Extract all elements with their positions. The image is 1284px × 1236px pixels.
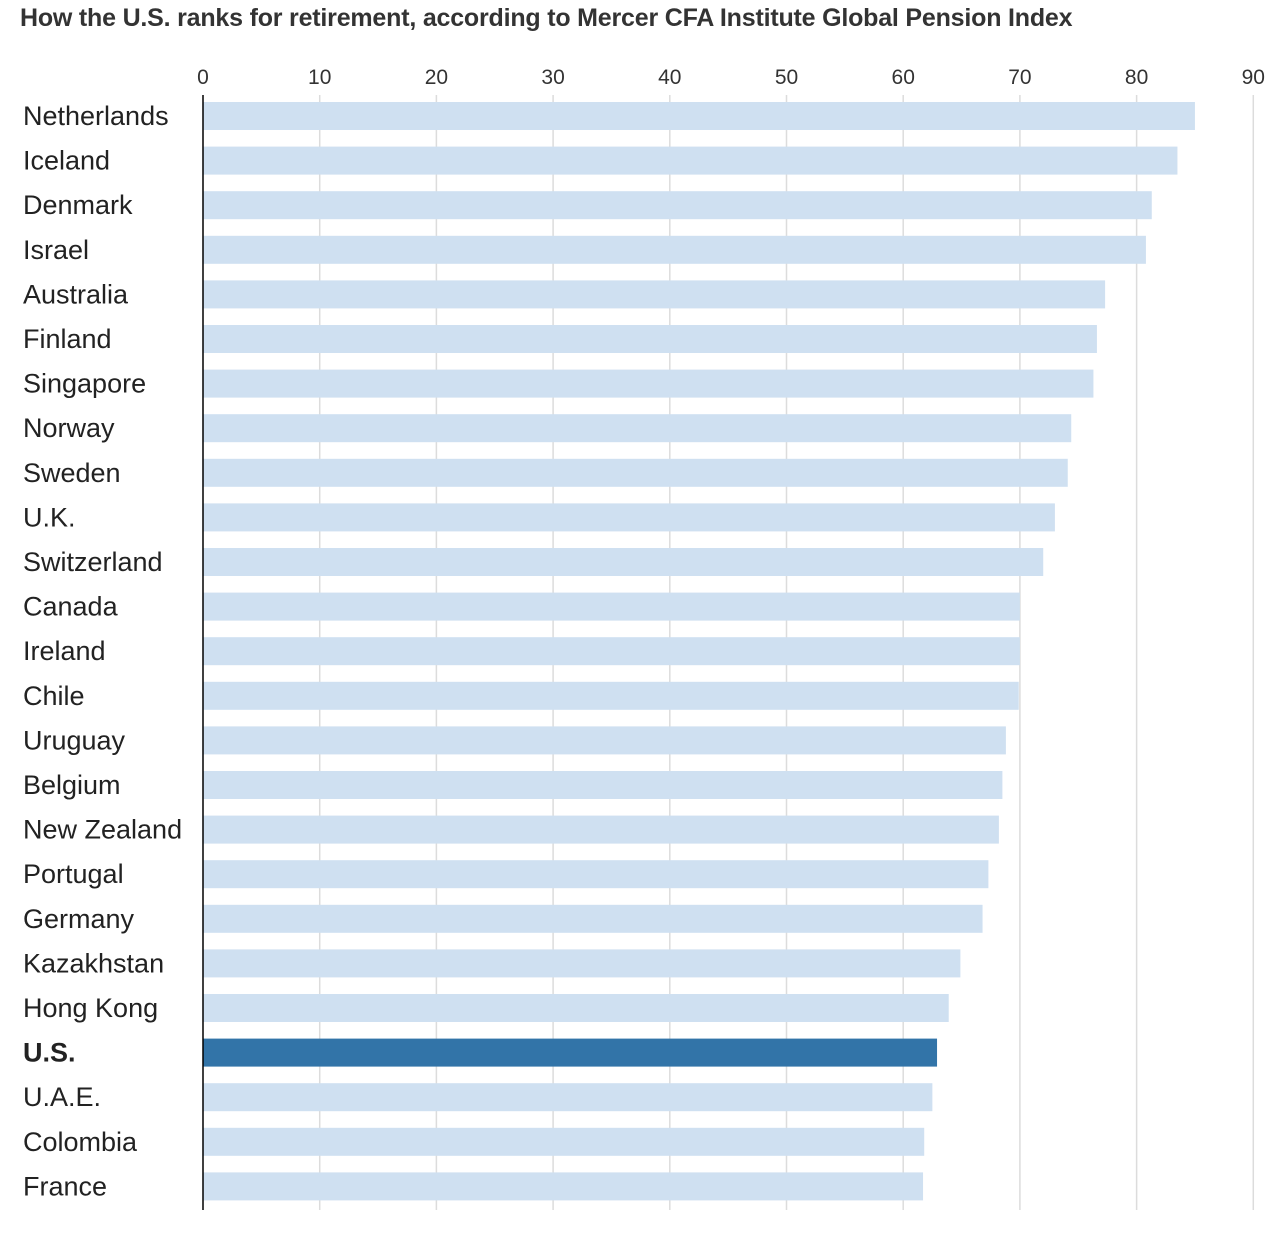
bar-kazakhstan	[203, 949, 961, 978]
category-label-belgium: Belgium	[23, 770, 121, 800]
bar-norway	[203, 414, 1072, 443]
x-tick-label-70: 70	[1008, 66, 1031, 89]
category-label-ireland: Ireland	[23, 636, 106, 666]
x-tick-label-30: 30	[541, 66, 564, 89]
category-label-sweden: Sweden	[23, 458, 121, 488]
bar-switzerland	[203, 548, 1044, 576]
category-label-portugal: Portugal	[23, 859, 124, 889]
bar-germany	[203, 904, 983, 933]
bar-u-k	[203, 503, 1055, 532]
bar-u-s	[203, 1038, 938, 1067]
x-tick-label-0: 0	[197, 66, 209, 89]
bar-netherlands	[203, 102, 1195, 130]
category-label-new-zealand: New Zealand	[23, 815, 182, 845]
bar-denmark	[203, 191, 1152, 220]
chart-title: How the U.S. ranks for retirement, accor…	[20, 4, 1073, 32]
bar-portugal	[203, 860, 989, 889]
bar-ireland	[203, 637, 1020, 666]
bar-uruguay	[203, 726, 1006, 755]
bar-canada	[203, 592, 1020, 621]
bar-singapore	[203, 369, 1094, 398]
category-label-australia: Australia	[23, 279, 129, 309]
category-label-chile: Chile	[23, 681, 85, 711]
category-label-netherlands: Netherlands	[23, 101, 169, 131]
x-tick-label-90: 90	[1242, 66, 1265, 89]
bar-colombia	[203, 1127, 925, 1156]
category-labels: Netherlands Iceland Denmark Israel Australia…	[23, 101, 182, 1201]
bar-france	[203, 1172, 924, 1201]
x-tick-label-40: 40	[658, 66, 681, 89]
bar-iceland	[203, 146, 1178, 175]
bar-hong-kong	[203, 994, 949, 1022]
x-tick-label-50: 50	[775, 66, 798, 89]
bars	[203, 102, 1195, 1201]
bar-finland	[203, 325, 1097, 353]
category-label-israel: Israel	[23, 235, 89, 265]
category-label-u-a-e: U.A.E.	[23, 1082, 101, 1112]
category-label-u-k: U.K.	[23, 502, 76, 532]
category-label-germany: Germany	[23, 904, 135, 934]
category-label-iceland: Iceland	[23, 146, 110, 176]
category-label-switzerland: Switzerland	[23, 547, 163, 577]
x-tick-label-80: 80	[1125, 66, 1148, 89]
category-label-colombia: Colombia	[23, 1127, 138, 1157]
category-label-france: France	[23, 1171, 107, 1201]
category-label-canada: Canada	[23, 592, 119, 622]
category-label-hong-kong: Hong Kong	[23, 993, 158, 1023]
bar-australia	[203, 280, 1106, 309]
category-label-uruguay: Uruguay	[23, 725, 126, 755]
category-label-norway: Norway	[23, 413, 115, 443]
bar-new-zealand	[203, 815, 999, 844]
category-label-u-s: U.S.	[23, 1038, 76, 1068]
bar-chile	[203, 681, 1019, 710]
category-label-finland: Finland	[23, 324, 112, 354]
bar-israel	[203, 235, 1146, 264]
x-tick-label-60: 60	[892, 66, 915, 89]
x-tick-label-10: 10	[308, 66, 331, 89]
bar-sweden	[203, 458, 1068, 487]
x-tick-label-20: 20	[425, 66, 448, 89]
category-label-singapore: Singapore	[23, 369, 146, 399]
x-axis-tick-labels: 0 10 20 30 40 50 60 70 80 90	[197, 66, 1265, 89]
bar-belgium	[203, 771, 1003, 799]
bar-u-a-e	[203, 1083, 933, 1112]
category-label-denmark: Denmark	[23, 190, 133, 220]
category-label-kazakhstan: Kazakhstan	[23, 948, 164, 978]
